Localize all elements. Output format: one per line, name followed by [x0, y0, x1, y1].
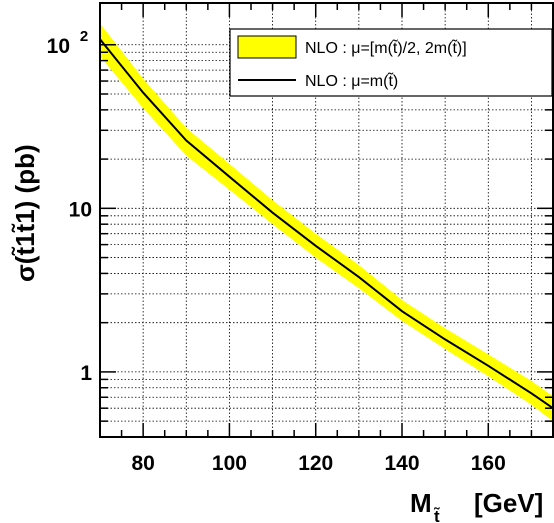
- x-axis-title-unit: [GeV]: [474, 488, 543, 518]
- x-axis-title: M t̃ [GeV]: [410, 488, 543, 523]
- legend-line-label: NLO : μ=m(t̃): [305, 71, 398, 90]
- y-ticks: [100, 44, 553, 438]
- x-ticks: [99, 3, 554, 437]
- legend-band-swatch: [237, 35, 297, 59]
- x-axis-title-main: M: [410, 488, 432, 518]
- x-tick-labels: 80 100 120 140 160: [131, 452, 505, 475]
- x-tick-label: 160: [471, 452, 506, 475]
- x-tick-label: 120: [298, 452, 333, 475]
- plot-frame: [99, 2, 554, 438]
- x-tick-label: 140: [384, 452, 419, 475]
- x-axis-title-sub: t̃: [434, 507, 441, 523]
- y-tick-label-exponent: 2: [80, 28, 88, 45]
- uncertainty-band: [100, 23, 553, 422]
- grid-lines: [99, 3, 553, 438]
- y-tick-label: 10: [47, 35, 70, 58]
- central-line-layer: [99, 38, 554, 410]
- y-tick-label: 1: [80, 362, 92, 385]
- error-band-layer: [100, 23, 553, 422]
- x-tick-label: 80: [131, 452, 154, 475]
- y-tick-labels: 1 10 10 2: [47, 28, 93, 385]
- legend-band-label: NLO : μ=[m(t̃)/2, 2m(t̃)]: [305, 38, 467, 57]
- legend: NLO : μ=[m(t̃)/2, 2m(t̃)] NLO : μ=m(t̃): [229, 28, 553, 97]
- y-tick-label: 10: [69, 198, 92, 221]
- x-tick-label: 100: [212, 452, 247, 475]
- y-axis-title: σ(t̃1t̃1) (pb): [10, 144, 40, 282]
- central-value-line: [99, 38, 554, 410]
